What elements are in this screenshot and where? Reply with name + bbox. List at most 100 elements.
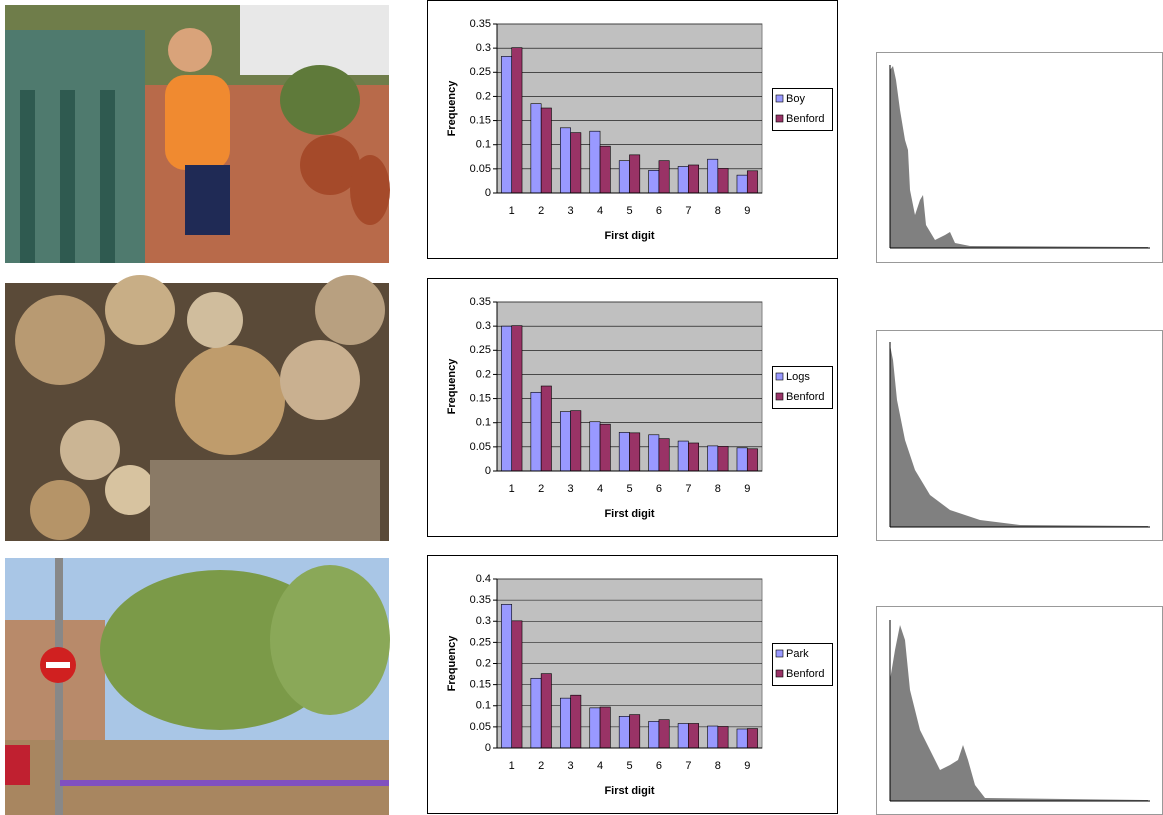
bar bbox=[501, 604, 511, 748]
x-tick-label: 9 bbox=[744, 760, 750, 772]
y-tick-label: 0.3 bbox=[476, 320, 491, 332]
bar bbox=[600, 146, 610, 193]
bar bbox=[747, 449, 757, 471]
bar bbox=[541, 674, 551, 748]
x-tick-label: 5 bbox=[626, 760, 632, 772]
figure: 0 0.05 0.1 0.15 0.2 0.25 0.3 0.35 1 2 3 4 5 6 7 8 9 First… bbox=[0, 0, 1163, 815]
bar bbox=[678, 723, 688, 748]
photo-park bbox=[5, 558, 390, 815]
bar bbox=[630, 155, 640, 193]
y-tick-label: 0.05 bbox=[470, 163, 491, 175]
y-tick-label: 0.2 bbox=[476, 657, 491, 669]
bar bbox=[512, 48, 522, 193]
bar bbox=[708, 726, 718, 748]
y-tick-label: 0 bbox=[485, 742, 491, 754]
x-tick-label: 7 bbox=[685, 205, 691, 217]
bar bbox=[747, 171, 757, 193]
y-tick-label: 0.4 bbox=[476, 573, 491, 585]
y-tick-label: 0.25 bbox=[470, 344, 491, 356]
legend-label: Park bbox=[786, 648, 809, 660]
page: {"chart_data": [ {"type": "bar", "x_labe… bbox=[0, 0, 1163, 815]
legend-label: Benford bbox=[786, 668, 825, 680]
x-tick-label: 1 bbox=[509, 483, 515, 495]
x-tick-label: 8 bbox=[715, 205, 721, 217]
bar bbox=[737, 729, 747, 748]
legend-label: Boy bbox=[786, 93, 805, 105]
bar bbox=[737, 448, 747, 471]
bar bbox=[747, 729, 757, 748]
x-tick-label: 1 bbox=[509, 760, 515, 772]
bar bbox=[649, 435, 659, 471]
y-tick-label: 0.15 bbox=[470, 392, 491, 404]
bar bbox=[649, 170, 659, 193]
x-tick-label: 3 bbox=[568, 483, 574, 495]
bar bbox=[659, 439, 669, 471]
x-tick-label: 9 bbox=[744, 483, 750, 495]
y-tick-label: 0 bbox=[485, 465, 491, 477]
bar bbox=[531, 104, 541, 193]
x-tick-label: 3 bbox=[568, 760, 574, 772]
y-tick-label: 0.3 bbox=[476, 42, 491, 54]
x-tick-label: 7 bbox=[685, 760, 691, 772]
bar bbox=[501, 326, 511, 471]
bar bbox=[688, 443, 698, 471]
bar bbox=[630, 433, 640, 471]
y-tick-label: 0.15 bbox=[470, 114, 491, 126]
x-axis-title: First digit bbox=[604, 230, 654, 242]
y-tick-label: 0.3 bbox=[476, 615, 491, 627]
x-tick-label: 2 bbox=[538, 483, 544, 495]
bar bbox=[560, 412, 570, 471]
bar bbox=[659, 720, 669, 748]
legend: Boy Benford bbox=[773, 89, 833, 131]
x-tick-label: 9 bbox=[744, 205, 750, 217]
y-tick-label: 0.05 bbox=[470, 721, 491, 733]
bar bbox=[718, 726, 728, 748]
x-tick-label: 8 bbox=[715, 483, 721, 495]
x-tick-label: 2 bbox=[538, 205, 544, 217]
bar bbox=[678, 441, 688, 471]
x-axis-title: First digit bbox=[604, 785, 654, 797]
y-tick-label: 0.2 bbox=[476, 90, 491, 102]
bar bbox=[659, 161, 669, 193]
bar bbox=[718, 168, 728, 193]
bar bbox=[688, 165, 698, 193]
bar bbox=[512, 621, 522, 748]
bar bbox=[590, 422, 600, 471]
x-axis-title: First digit bbox=[604, 508, 654, 520]
y-tick-label: 0.35 bbox=[470, 594, 491, 606]
y-tick-label: 0.35 bbox=[470, 18, 491, 30]
x-tick-label: 4 bbox=[597, 205, 603, 217]
legend-swatch bbox=[776, 95, 783, 102]
bar bbox=[531, 392, 541, 471]
bar bbox=[541, 108, 551, 193]
bar bbox=[590, 708, 600, 748]
bar bbox=[630, 715, 640, 748]
x-tick-label: 1 bbox=[509, 205, 515, 217]
bar bbox=[600, 707, 610, 748]
bar bbox=[619, 716, 629, 748]
legend: Park Benford bbox=[773, 644, 833, 686]
y-tick-label: 0.1 bbox=[476, 700, 491, 712]
bar bbox=[571, 411, 581, 471]
photo-logs bbox=[5, 275, 389, 541]
y-tick-label: 0.35 bbox=[470, 296, 491, 308]
photo-boy bbox=[5, 5, 390, 263]
y-tick-label: 0.25 bbox=[470, 66, 491, 78]
bar bbox=[531, 678, 541, 748]
histogram-park bbox=[877, 607, 1163, 815]
bar bbox=[708, 446, 718, 471]
legend-swatch bbox=[776, 670, 783, 677]
legend-label: Logs bbox=[786, 371, 810, 383]
bar bbox=[571, 695, 581, 748]
bar bbox=[688, 723, 698, 748]
bar bbox=[708, 159, 718, 193]
x-tick-label: 6 bbox=[656, 760, 662, 772]
bar bbox=[501, 56, 511, 193]
y-tick-label: 0.1 bbox=[476, 417, 491, 429]
legend-label: Benford bbox=[786, 113, 825, 125]
bar bbox=[571, 133, 581, 193]
bar bbox=[590, 131, 600, 193]
y-tick-label: 0.1 bbox=[476, 139, 491, 151]
